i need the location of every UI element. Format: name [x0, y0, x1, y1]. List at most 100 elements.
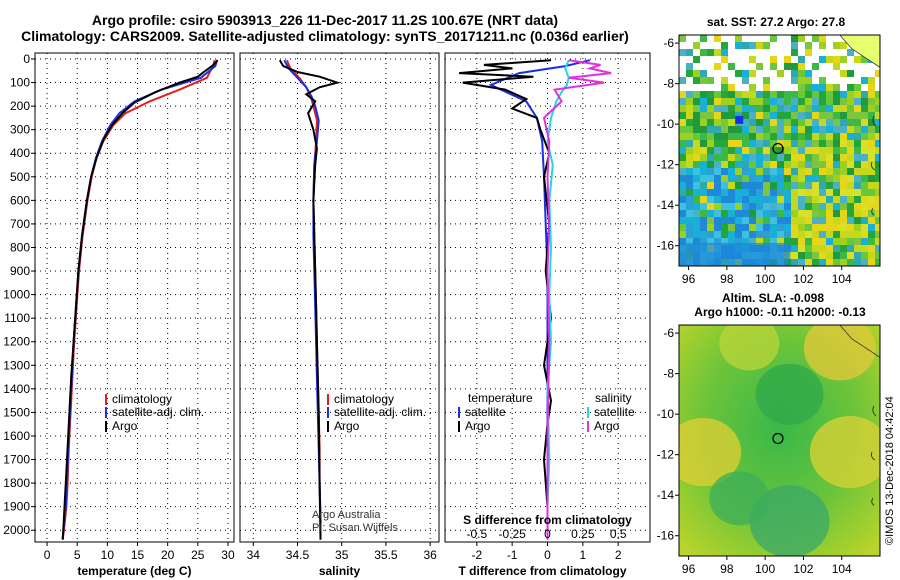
annotation-pi: PI: Susan Wijffels: [312, 522, 398, 534]
x2-tick-label: 0.25: [571, 527, 595, 541]
map-y-tick-label: -6: [663, 36, 674, 50]
x-tick-label: 10: [101, 548, 115, 562]
legend-swatch: [105, 421, 107, 432]
y-tick-label: 1600: [3, 429, 30, 443]
x2-tick-label: 0.5: [610, 527, 627, 541]
y-tick-label: 100: [10, 76, 30, 90]
y-tick-label: 1900: [3, 500, 30, 514]
map-y-tick-label: -16: [657, 529, 675, 543]
y-tick-label: 900: [10, 264, 30, 278]
map-y-tick-label: -12: [657, 448, 675, 462]
map-y-tick-label: -12: [657, 158, 675, 172]
legend-swatch: [327, 407, 329, 418]
diff-legend-temperature-header: temperature: [468, 391, 533, 405]
map-x-tick-label: 102: [793, 562, 813, 576]
sst-map-frame: [678, 34, 881, 267]
map-y-tick-label: -16: [657, 239, 675, 253]
temperature-series-satellite-adj-clim-: [61, 59, 219, 540]
x-tick-label: 25: [191, 548, 205, 562]
x-tick-label: 0: [44, 548, 51, 562]
sal-legend-argo: Argo: [334, 419, 360, 433]
y-tick-label: 1500: [3, 405, 30, 419]
temperature-series-climatology: [61, 59, 216, 540]
map-x-tick-label: 96: [682, 272, 696, 286]
x2-tick-label: 0: [544, 527, 551, 541]
islands: [871, 115, 877, 216]
y-tick-label: 1700: [3, 453, 30, 467]
diff-legend-salinity-header: salinity: [595, 391, 632, 405]
temperature-panel: [34, 52, 235, 546]
imos-credit: ©IMOS 13-Dec-2018 04:42:04: [884, 396, 896, 545]
difference-panel: [444, 52, 651, 546]
map-y-tick-label: -14: [657, 488, 675, 502]
temp-legend-satellite: satellite-adj. clim.: [112, 405, 204, 419]
argo-position-marker: [772, 432, 784, 445]
map-x-tick-label: 104: [832, 562, 852, 576]
map-x-tick-label: 96: [682, 562, 696, 576]
x-tick-label: 2: [615, 548, 622, 562]
coastline: [839, 325, 880, 358]
salinity-frame: [239, 52, 440, 543]
map-y-tick-label: -10: [657, 407, 675, 421]
map-x-tick-label: 98: [720, 272, 734, 286]
map-x-tick-label: 98: [720, 562, 734, 576]
map-x-tick-label: 100: [755, 272, 775, 286]
sla-map-title-2: Argo h1000: -0.11 h2000: -0.13: [694, 305, 866, 319]
plot-title-line-1: Argo profile: csiro 5903913_226 11-Dec-2…: [91, 12, 559, 28]
temperature-series-argo: [61, 59, 219, 540]
legend-swatch: [327, 421, 329, 432]
temperature-frame: [34, 52, 235, 543]
diff-legend-sal-satellite: satellite: [594, 405, 635, 419]
map-x-tick-label: 104: [832, 272, 852, 286]
x-tick-label: -2: [471, 548, 482, 562]
x-tick-label: 1: [580, 548, 587, 562]
map-x-tick-label: 100: [755, 562, 775, 576]
legend-swatch: [458, 421, 460, 432]
x-tick-label: 35: [335, 548, 349, 562]
y-tick-label: 200: [10, 99, 30, 113]
y-tick-label: 400: [10, 146, 30, 160]
plot-title-line-2: Climatology: CARS2009. Satellite-adjuste…: [21, 28, 629, 44]
diff-legend-sal-argo: Argo: [594, 419, 620, 433]
x-tick-label: 35.5: [374, 548, 398, 562]
x-tick-label: 34.5: [286, 548, 310, 562]
salinity-series-argo: [278, 59, 341, 540]
x-tick-label: 30: [221, 548, 235, 562]
sla-map: [675, 324, 881, 560]
sla-map-title-1: Altim. SLA: -0.098: [722, 291, 824, 305]
y-tick-label: 1400: [3, 382, 30, 396]
y-tick-label: 500: [10, 170, 30, 184]
annotation-argo-australia: Argo Australia: [312, 509, 381, 521]
y-tick-label: 1200: [3, 335, 30, 349]
map-x-tick-label: 102: [793, 272, 813, 286]
y-tick-label: 1300: [3, 358, 30, 372]
map-y-tick-label: -10: [657, 117, 675, 131]
argo-position-marker: [772, 142, 784, 155]
diff-legend-temp-satellite: satellite: [465, 405, 506, 419]
map-y-tick-label: -8: [663, 367, 674, 381]
x-tick-label: 5: [74, 548, 81, 562]
legend-swatch: [105, 394, 107, 405]
x2-tick-label: -0.25: [498, 527, 526, 541]
difference-x2label: S difference from climatology: [463, 513, 632, 527]
salinity-xlabel: salinity: [319, 564, 361, 578]
y-tick-label: 1800: [3, 476, 30, 490]
x-tick-label: 34: [247, 548, 261, 562]
sst-map-title: sat. SST: 27.2 Argo: 27.8: [707, 15, 846, 29]
diff-legend-temp-argo: Argo: [465, 419, 491, 433]
y-tick-label: 0: [23, 52, 30, 66]
y-tick-label: 300: [10, 123, 30, 137]
x-tick-label: -1: [507, 548, 518, 562]
temp-legend-argo: Argo: [112, 419, 138, 433]
coastline: [839, 35, 880, 68]
salinity-panel: [239, 52, 440, 546]
sal-legend-satellite: satellite-adj. clim.: [334, 405, 426, 419]
x-tick-label: 0: [544, 548, 551, 562]
x-tick-label: 20: [161, 548, 175, 562]
y-tick-label: 1100: [4, 311, 30, 325]
y-tick-label: 800: [10, 240, 30, 254]
x-tick-label: 15: [131, 548, 145, 562]
y-tick-label: 1000: [3, 288, 30, 302]
legend-swatch: [458, 407, 460, 418]
difference-series-salinity-argo: [542, 59, 612, 540]
